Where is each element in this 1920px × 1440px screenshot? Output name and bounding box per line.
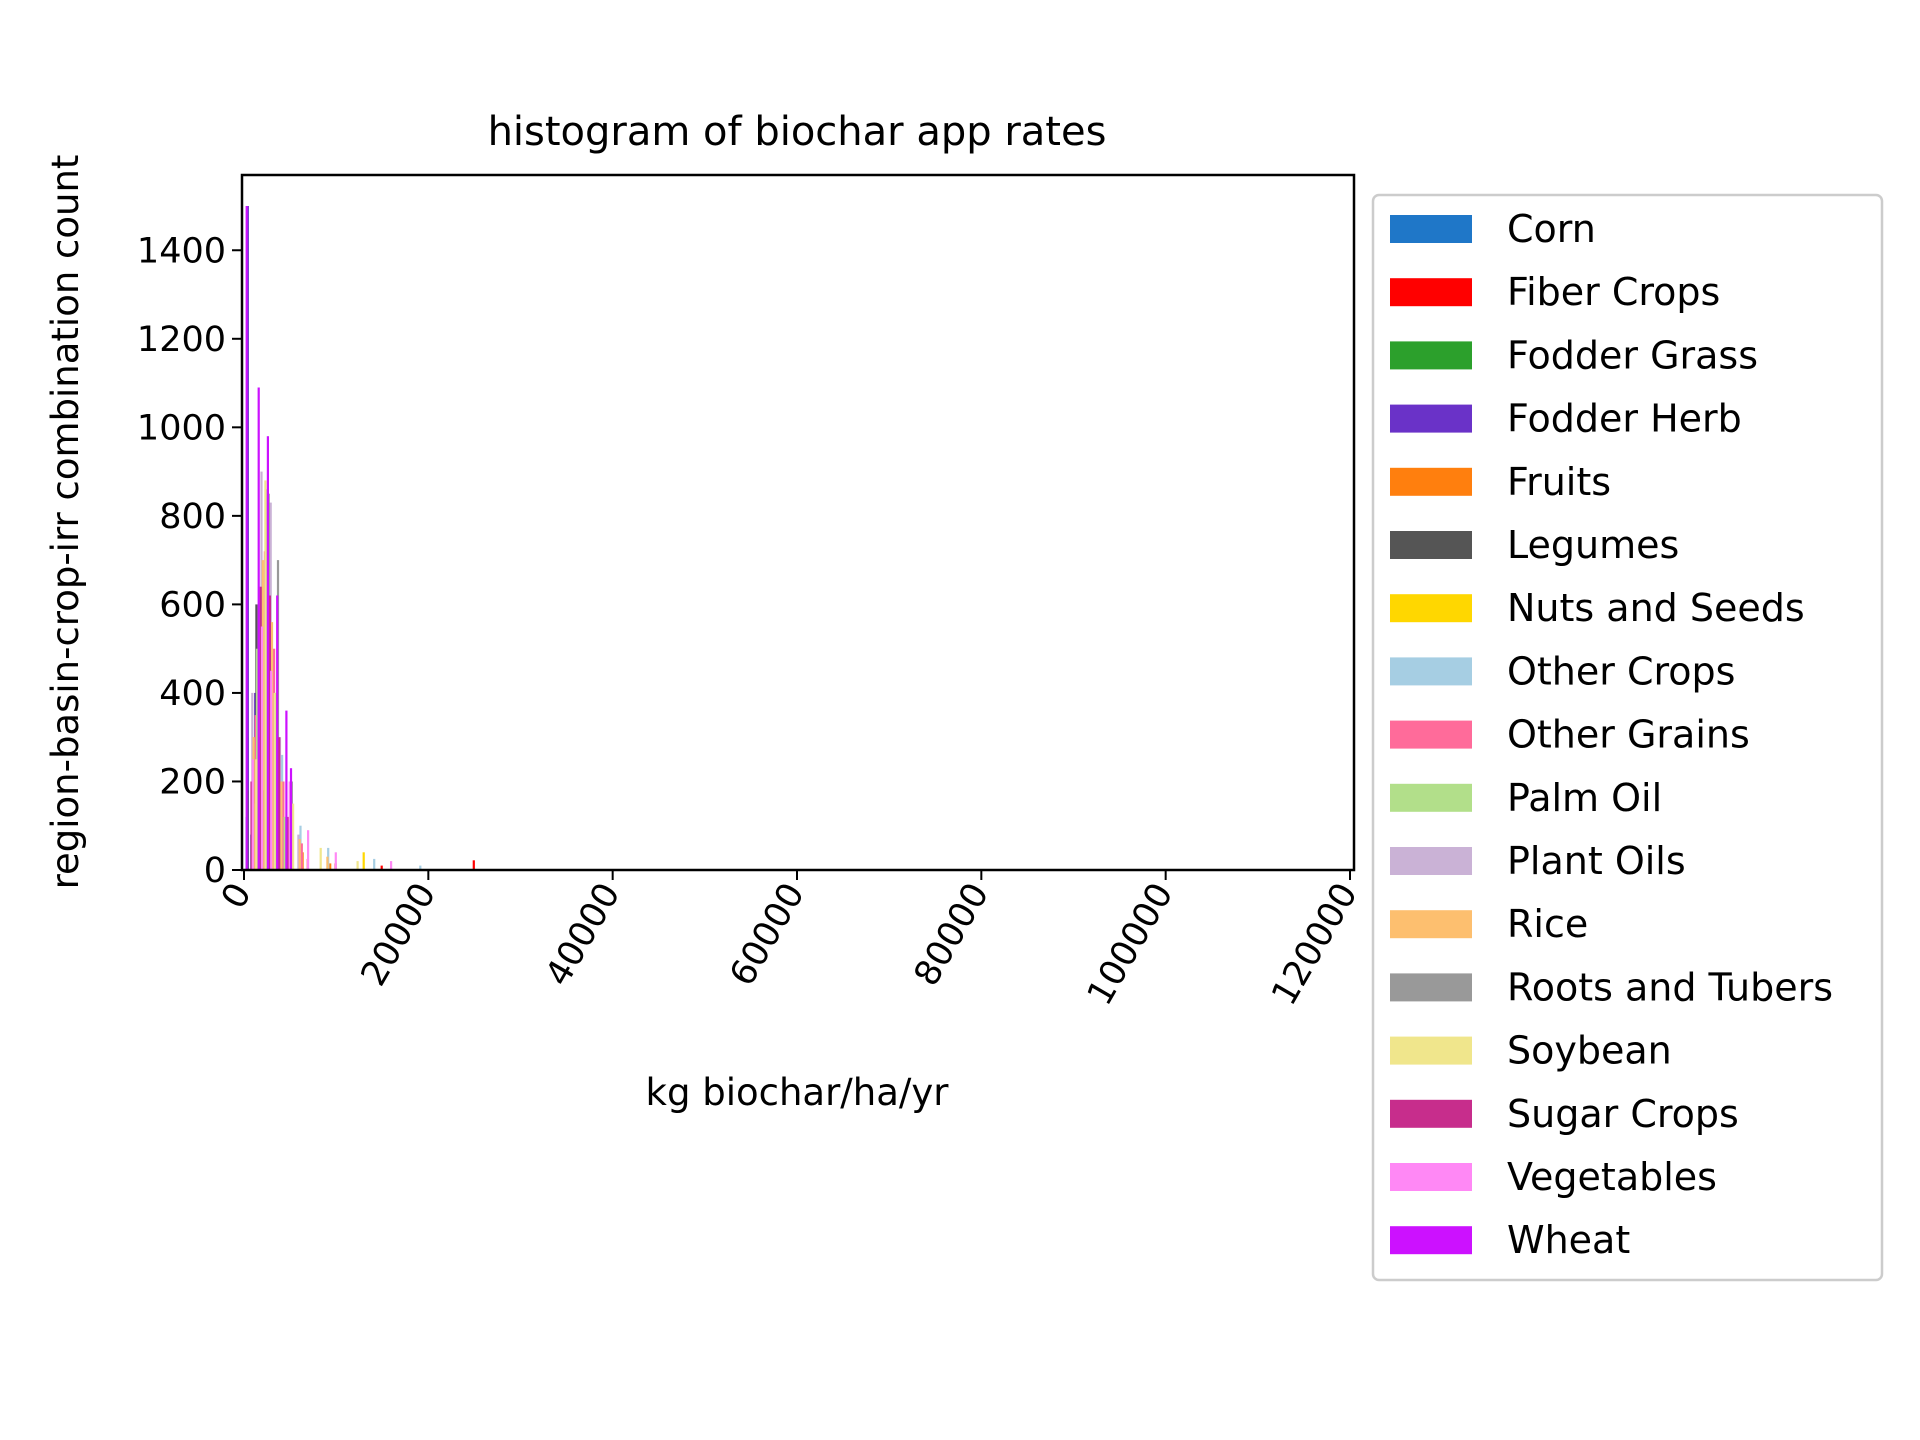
y-tick-label: 200	[159, 762, 226, 802]
x-tick-label: 100000	[1080, 877, 1181, 1013]
legend-label: Sugar Crops	[1507, 1092, 1739, 1136]
bar-other-grains	[282, 781, 285, 870]
y-tick-label: 800	[159, 497, 226, 537]
bar-vegetables	[270, 670, 273, 870]
y-tick-label: 1400	[137, 231, 226, 271]
y-axis-ticks: 0 200 400 600 800 1000 1200 1400	[137, 231, 242, 891]
legend-label: Legumes	[1507, 523, 1679, 567]
y-tick-label: 0	[204, 851, 226, 891]
bar-fruits	[329, 863, 332, 870]
y-tick-label: 1200	[137, 320, 226, 360]
bar-rice	[298, 839, 301, 870]
x-tick-label: 80000	[907, 876, 997, 992]
bar-fiber-crops	[380, 865, 383, 870]
legend-swatch	[1390, 1163, 1472, 1191]
x-tick-label: 20000	[354, 877, 444, 993]
legend-swatch	[1390, 404, 1472, 433]
bar-vegetables	[390, 861, 393, 870]
x-tick-label: 60000	[722, 877, 812, 993]
bar-sugar-crops	[259, 586, 262, 870]
bar-vegetables	[288, 781, 291, 870]
bar-rice	[280, 781, 283, 870]
legend-label: Plant Oils	[1507, 839, 1686, 883]
legend-swatch	[1390, 847, 1472, 875]
bar-soybean	[264, 480, 267, 870]
legend-swatch	[1390, 215, 1472, 243]
x-axis-title: kg biochar/ha/yr	[646, 1071, 950, 1114]
bar-sugar-crops	[287, 816, 290, 870]
chart-title: histogram of biochar app rates	[488, 109, 1107, 155]
bar-vegetables	[251, 759, 254, 870]
legend-swatch	[1390, 1099, 1472, 1128]
bar-sugar-crops	[268, 595, 271, 870]
plot-frame	[240, 173, 1356, 872]
legend-swatch	[1390, 973, 1472, 1002]
bar-wheat	[266, 436, 269, 870]
legend-swatch	[1390, 341, 1472, 370]
bar-vegetables	[334, 852, 337, 870]
legend-label: Nuts and Seeds	[1507, 586, 1805, 630]
y-tick-label: 600	[159, 585, 226, 625]
bar-soybean	[255, 759, 258, 870]
legend-swatch	[1390, 910, 1472, 939]
bar-sugar-crops	[250, 781, 253, 870]
legend-label: Fruits	[1507, 460, 1611, 504]
legend-swatch	[1390, 531, 1472, 559]
bar-wheat	[245, 206, 248, 870]
bar-wheat	[276, 595, 279, 870]
x-axis-ticks: 0 20000 40000 60000 80000 100000 120000	[214, 870, 1366, 1012]
legend-swatch	[1390, 467, 1472, 496]
bar-vegetables	[307, 830, 310, 870]
legend-swatch	[1390, 720, 1472, 749]
legend: Corn Fiber Crops Fodder Grass Fodder Herb Fr…	[1371, 193, 1884, 1282]
bar-vegetables	[260, 626, 264, 870]
y-tick-label: 400	[159, 674, 226, 714]
y-axis-title: region-basin-crop-irr combination count	[44, 155, 87, 890]
legend-swatch	[1390, 594, 1472, 623]
bar-soybean	[356, 861, 359, 870]
legend-label: Roots and Tubers	[1507, 965, 1833, 1009]
bar-soybean	[292, 803, 295, 870]
legend-swatch	[1390, 657, 1472, 686]
y-tick-label: 1000	[137, 408, 226, 448]
bar-nuts-and-seeds	[362, 852, 365, 870]
legend-label: Palm Oil	[1507, 776, 1662, 820]
bar-soybean	[273, 692, 276, 870]
bar-other-crops	[419, 865, 422, 870]
bar-wheat	[257, 387, 260, 870]
legend-label: Vegetables	[1507, 1155, 1717, 1199]
bar-sugar-crops	[278, 737, 281, 870]
legend-swatch	[1390, 783, 1472, 812]
legend-label: Other Crops	[1507, 649, 1735, 693]
legend-swatch	[1390, 278, 1472, 307]
bar-rice	[326, 856, 329, 870]
bar-wheat	[289, 768, 293, 870]
x-tick-label: 40000	[538, 877, 628, 993]
legend-label: Fiber Crops	[1507, 270, 1720, 314]
bar-palm-oil	[283, 816, 286, 870]
bar-soybean	[319, 847, 322, 870]
legend-label: Fodder Herb	[1507, 397, 1742, 441]
legend-label: Other Grains	[1507, 713, 1750, 757]
bar-other-grains	[300, 843, 303, 870]
legend-swatch	[1390, 1226, 1472, 1255]
bar-other-crops	[373, 858, 376, 870]
histogram-bars	[245, 206, 475, 870]
legend-label: Rice	[1507, 902, 1588, 946]
bar-fiber-crops	[472, 860, 475, 870]
legend-swatch	[1390, 1036, 1472, 1065]
x-tick-label: 120000	[1264, 877, 1365, 1013]
legend-label: Fodder Grass	[1507, 333, 1758, 377]
legend-label: Soybean	[1507, 1029, 1672, 1073]
legend-frame	[1371, 193, 1884, 1282]
bar-plant-oils	[297, 834, 300, 870]
legend-label: Corn	[1507, 207, 1596, 251]
bar-wheat	[285, 710, 288, 870]
legend-label: Wheat	[1507, 1218, 1630, 1262]
